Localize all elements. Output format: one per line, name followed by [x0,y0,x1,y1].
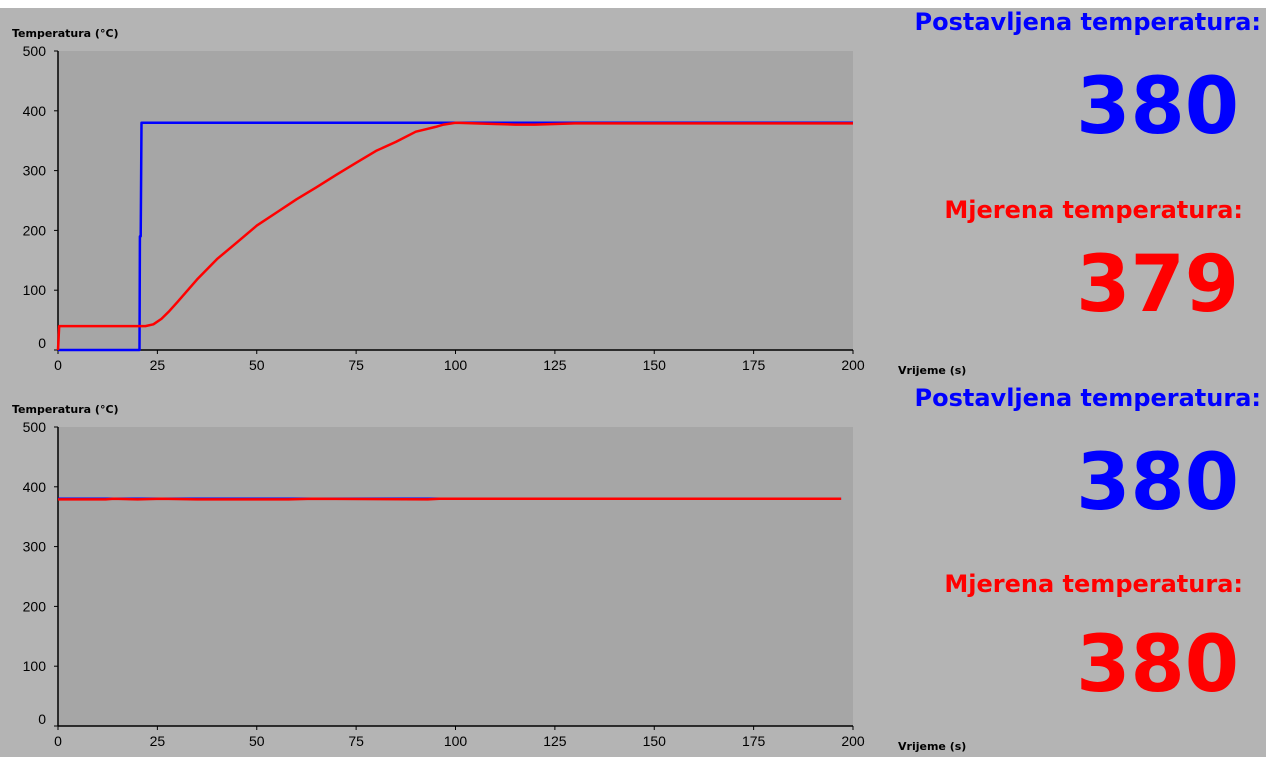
plot-area-top [58,51,853,350]
x-tick-label-top: 175 [742,357,766,373]
y-axis-label-bottom: Temperatura (°C) [12,403,119,416]
y-axis-label-top: Temperatura (°C) [12,27,119,40]
y-tick-label-top: 300 [23,163,47,179]
x-tick-label-bottom: 150 [643,733,667,749]
measured-value-bottom: 380 [1076,620,1239,710]
measured-label-bottom: Mjerena temperatura: [944,570,1243,598]
x-tick-label-top: 25 [150,357,166,373]
measured-value-top: 379 [1076,240,1239,330]
x-tick-label-bottom: 25 [150,733,166,749]
x-tick-label-bottom: 50 [249,733,265,749]
x-tick-label-top: 0 [54,357,62,373]
setpoint-series-line-top [58,121,853,352]
y-tick-label-top: 200 [23,222,47,238]
x-tick-label-bottom: 75 [348,733,364,749]
x-tick-label-top: 125 [543,357,567,373]
x-tick-label-bottom: 100 [444,733,468,749]
y-tick-label-bottom: 300 [23,539,47,555]
measured-series-line-top [56,121,853,351]
x-tick-label-top: 100 [444,357,468,373]
setpoint-value-top: 380 [1076,62,1239,152]
y-tick-label-bottom: 100 [23,658,47,674]
x-axis-label-top: Vrijeme (s) [898,364,967,377]
y-tick-label-bottom: 0 [38,711,46,727]
setpoint-label-top: Postavljena temperatura: [914,8,1261,36]
y-tick-label-bottom: 500 [23,419,47,435]
x-tick-label-bottom: 175 [742,733,766,749]
x-axis-label-bottom: Vrijeme (s) [898,740,967,753]
x-tick-label-bottom: 200 [841,733,865,749]
setpoint-value-bottom: 380 [1076,438,1239,528]
x-tick-label-top: 200 [841,357,865,373]
x-tick-label-bottom: 0 [54,733,62,749]
measured-series-line-bottom [58,497,842,501]
x-tick-label-bottom: 125 [543,733,567,749]
x-tick-label-top: 75 [348,357,364,373]
temperature-chart-top: 0 100 200 300 400 500 0 25 50 75 100 125 150 175 200 [23,43,865,373]
plot-area-bottom [58,427,853,726]
y-tick-label-top: 0 [38,335,46,351]
x-tick-label-top: 150 [643,357,667,373]
y-tick-label-bottom: 400 [23,479,47,495]
x-tick-label-top: 50 [249,357,265,373]
measured-label-top: Mjerena temperatura: [944,196,1243,224]
y-tick-label-top: 500 [23,43,47,59]
y-tick-label-top: 100 [23,282,47,298]
y-tick-label-top: 400 [23,103,47,119]
setpoint-label-bottom: Postavljena temperatura: [914,384,1261,412]
y-tick-label-bottom: 200 [23,598,47,614]
